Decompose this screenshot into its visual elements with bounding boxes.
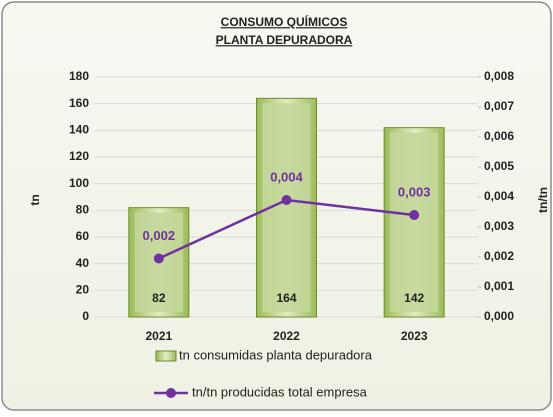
y-tick-label: 0 [82, 309, 89, 323]
data-label: 0,003 [398, 184, 431, 199]
y2-tick-label: 0,008 [484, 69, 514, 83]
data-label: 0,002 [143, 228, 176, 243]
y2-tick-label: 0,003 [484, 219, 514, 233]
y2-tick-label: 0,007 [484, 99, 514, 113]
y2-axis-label: tn/tn [536, 187, 550, 213]
y2-tick-label: 0,002 [484, 249, 514, 263]
y-tick-label: 40 [76, 256, 90, 270]
bar-inner [390, 132, 439, 312]
y-tick-label: 80 [76, 203, 90, 217]
y-tick-label: 120 [69, 149, 89, 163]
line-marker [153, 253, 164, 264]
y-tick-label: 20 [76, 283, 90, 297]
data-label: 0,004 [270, 169, 303, 184]
y2-tick-label: 0,001 [484, 279, 514, 293]
x-tick-label: 2022 [273, 329, 300, 343]
y2-tick-label: 0,000 [484, 309, 514, 323]
y-tick-label: 140 [69, 123, 89, 137]
y-axis-label: tn [28, 194, 42, 205]
legend-marker [166, 388, 176, 398]
line-marker [281, 195, 292, 205]
x-tick-label: 2021 [145, 329, 172, 343]
line-marker [409, 210, 420, 220]
legend-swatch [155, 350, 177, 362]
data-label: 142 [404, 291, 424, 305]
legend-label: tn consumidas planta depuradora [179, 347, 373, 362]
x-tick-label: 2023 [401, 329, 428, 343]
data-label: 82 [152, 291, 166, 305]
y2-tick-label: 0,005 [484, 159, 514, 173]
y-tick-label: 160 [69, 96, 89, 110]
legend-label: tn/tn producidas total empresa [192, 384, 368, 399]
data-label: 164 [276, 291, 296, 305]
y-tick-label: 180 [69, 69, 89, 83]
chart-title: CONSUMO QUÍMICOS [221, 14, 348, 29]
chart-subtitle: PLANTA DEPURADORA [216, 33, 353, 47]
y-tick-label: 100 [69, 176, 89, 190]
y-tick-label: 60 [76, 229, 90, 243]
y2-tick-label: 0,006 [484, 129, 514, 143]
y2-tick-label: 0,004 [484, 189, 514, 203]
